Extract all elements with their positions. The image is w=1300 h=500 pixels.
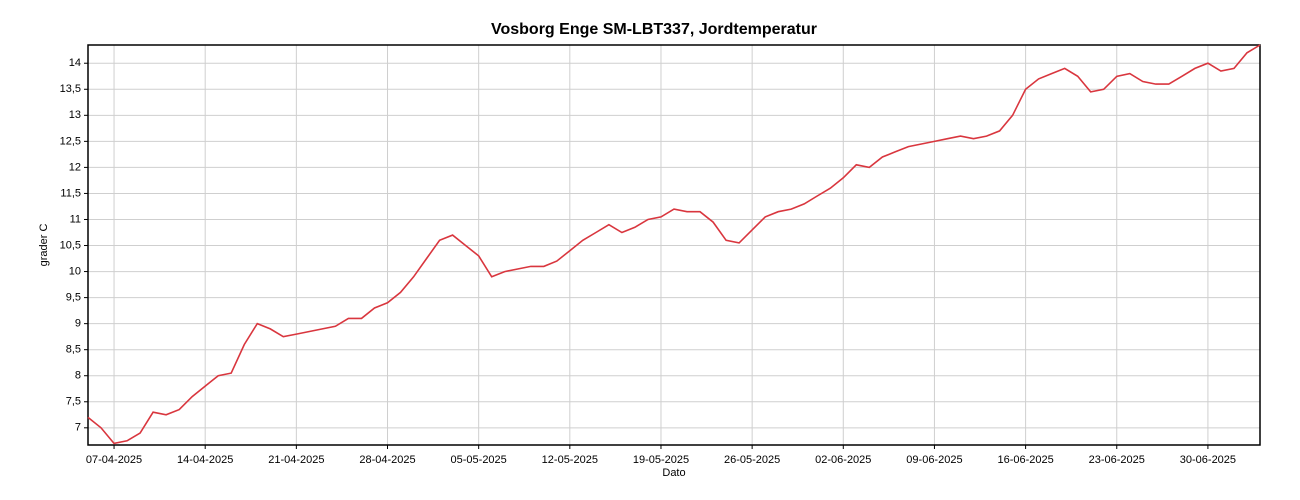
x-tick-label: 14-04-2025 — [177, 454, 233, 466]
x-tick-label: 23-06-2025 — [1089, 454, 1145, 466]
y-tick-label: 14 — [69, 57, 81, 69]
x-tick-label: 16-06-2025 — [997, 454, 1053, 466]
y-tick-label: 13 — [69, 109, 81, 121]
x-tick-label: 21-04-2025 — [268, 454, 324, 466]
x-tick-label: 09-06-2025 — [906, 454, 962, 466]
y-tick-label: 10 — [69, 265, 81, 277]
x-tick-label: 26-05-2025 — [724, 454, 780, 466]
x-tick-label: 30-06-2025 — [1180, 454, 1236, 466]
x-tick-label: 02-06-2025 — [815, 454, 871, 466]
x-tick-label: 28-04-2025 — [359, 454, 415, 466]
y-tick-label: 7,5 — [66, 396, 81, 408]
y-tick-label: 13,5 — [60, 83, 81, 95]
x-tick-label: 07-04-2025 — [86, 454, 142, 466]
plot-frame — [87, 44, 1261, 446]
x-tick-label: 19-05-2025 — [633, 454, 689, 466]
x-tick-label: 12-05-2025 — [542, 454, 598, 466]
y-tick-label: 12,5 — [60, 135, 81, 147]
y-tick-label: 11,5 — [60, 187, 81, 199]
x-axis-label: Dato — [662, 467, 685, 479]
y-axis-label: grader C — [38, 224, 50, 267]
y-tick-label: 8 — [75, 370, 81, 382]
y-tick-label: 10,5 — [60, 239, 81, 251]
line-series — [87, 44, 1261, 445]
y-tick-label: 11 — [70, 213, 81, 225]
y-tick-label: 8,5 — [66, 344, 81, 356]
y-tick-label: 9,5 — [66, 292, 81, 304]
y-tick-label: 7 — [75, 422, 81, 434]
chart-title: Vosborg Enge SM-LBT337, Jordtemperatur — [491, 21, 817, 38]
y-tick-label: 9 — [75, 318, 81, 330]
x-tick-label: 05-05-2025 — [451, 454, 507, 466]
y-tick-label: 12 — [69, 161, 81, 173]
